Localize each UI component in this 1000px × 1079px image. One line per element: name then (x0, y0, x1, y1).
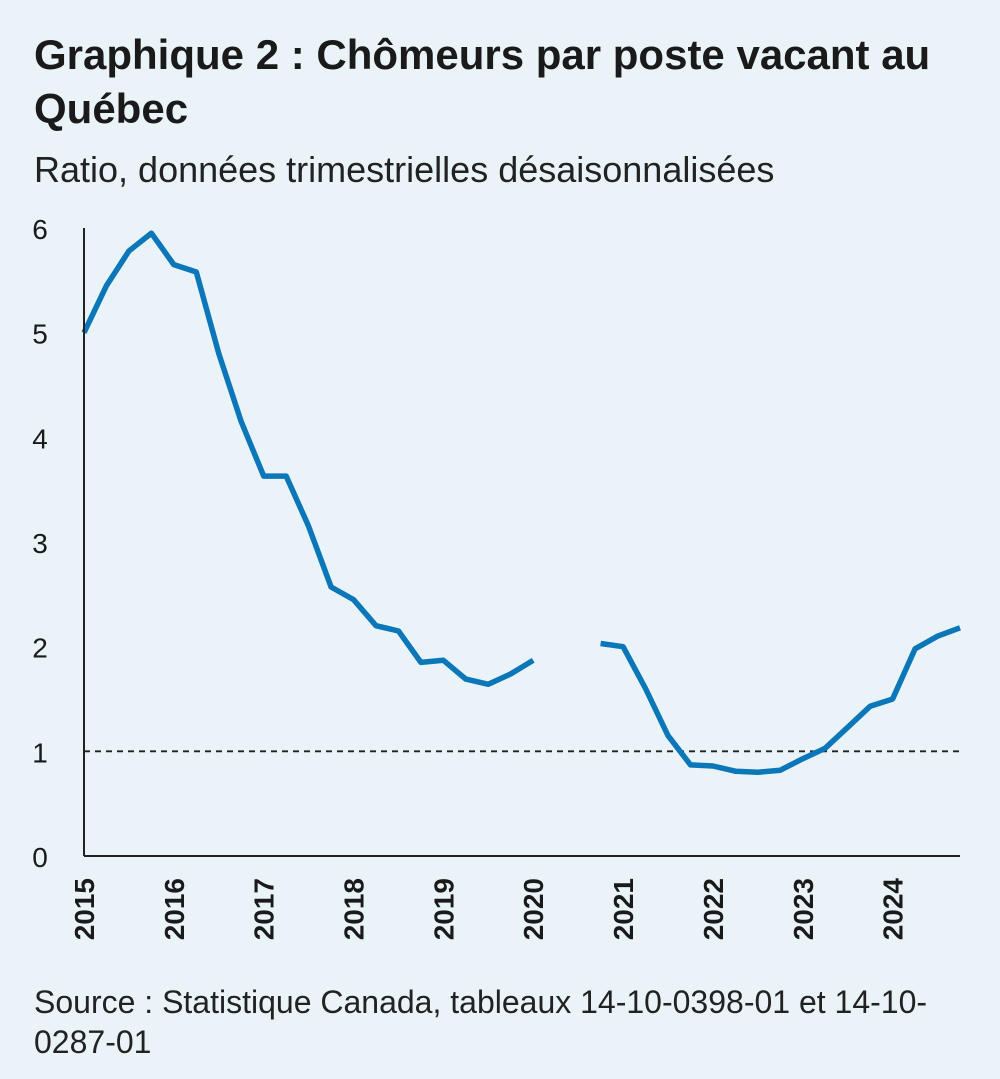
series-line-segment-2 (600, 625, 961, 776)
series-lines (81, 230, 961, 776)
x-tick-label: 2023 (788, 878, 819, 940)
y-tick-label: 5 (32, 319, 48, 350)
x-tick-label: 2020 (518, 878, 549, 940)
x-tick-label: 2022 (698, 878, 729, 940)
source-note: Source : Statistique Canada, tableaux 14… (34, 984, 928, 1060)
axes (83, 228, 960, 857)
series-line-segment-1 (81, 230, 535, 688)
x-tick-label: 2016 (159, 878, 190, 940)
y-tick-label: 1 (32, 737, 48, 768)
y-tick-label: 6 (32, 214, 48, 245)
y-tick-label: 3 (32, 528, 48, 559)
x-axis-tick-labels: 2015 2016 2017 2018 2019 2020 2021 2022 2023 2024 (69, 878, 909, 941)
chart-title: Graphique 2 : Chômeurs par poste vacant … (34, 31, 931, 132)
line-chart: 0 1 2 3 4 5 6 2015 2016 2017 2018 2019 2020 2021 2022… (32, 214, 961, 941)
x-tick-label: 2024 (878, 878, 909, 941)
x-tick-label: 2019 (428, 878, 459, 940)
x-tick-label: 2021 (608, 878, 639, 940)
y-tick-label: 2 (32, 633, 48, 664)
y-tick-label: 4 (32, 423, 48, 454)
y-tick-label: 0 (32, 842, 48, 873)
y-axis-tick-labels: 0 1 2 3 4 5 6 (32, 214, 48, 873)
x-tick-label: 2018 (339, 878, 370, 940)
x-tick-label: 2015 (69, 878, 100, 940)
x-tick-label: 2017 (249, 878, 280, 940)
chart-subtitle: Ratio, données trimestrielles désaisonna… (34, 149, 775, 190)
